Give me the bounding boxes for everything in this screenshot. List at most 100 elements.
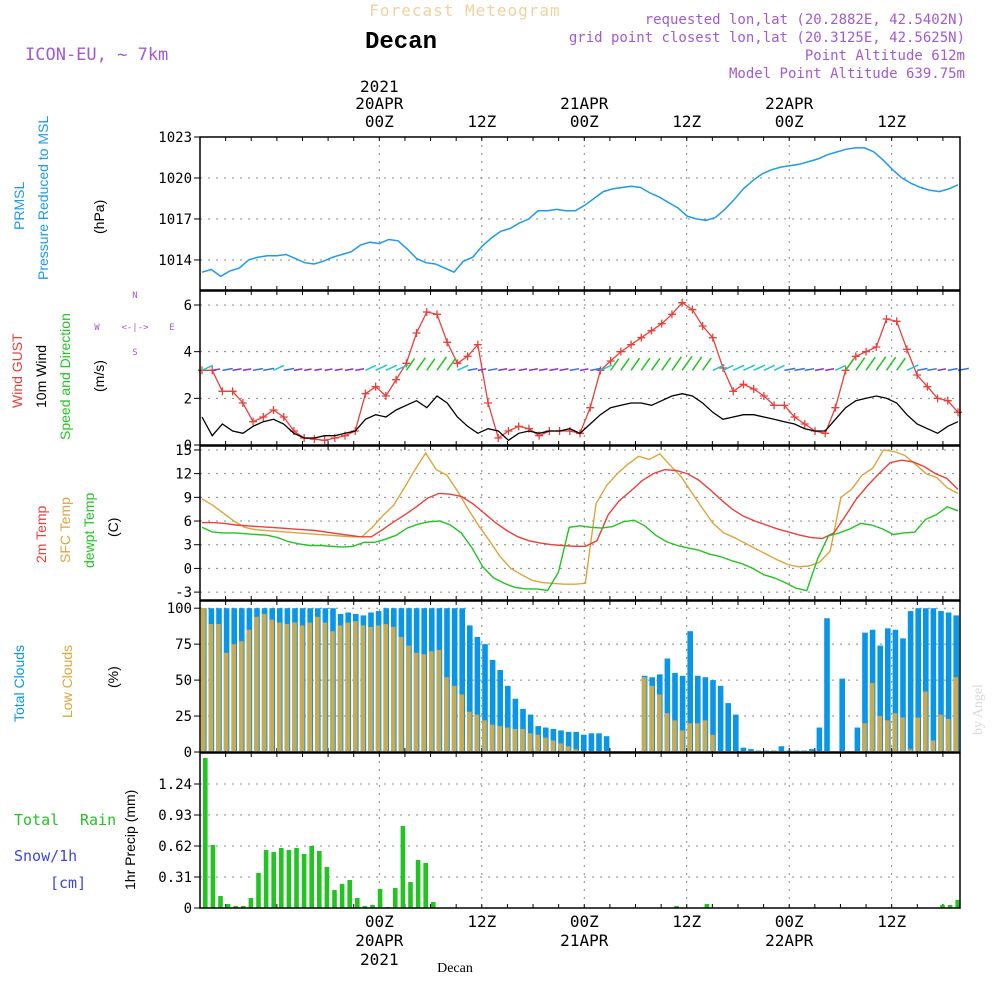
wind-gust-label: Wind GUST	[9, 333, 25, 408]
rain-bar	[400, 826, 406, 908]
y-tick-label: 0.62	[158, 839, 192, 855]
gust-marker	[443, 338, 452, 347]
wind-direction-arrow	[610, 358, 620, 371]
total-cloud-bar	[778, 746, 785, 751]
low-cloud-bar	[915, 717, 920, 751]
rain-bar	[393, 888, 398, 908]
rain-bar	[317, 851, 322, 908]
total-cloud-bar	[573, 731, 579, 751]
total-cloud-bar	[451, 608, 458, 751]
low-cloud-bar	[664, 713, 670, 751]
y-tick-label: 75	[175, 637, 192, 653]
wind-direction-arrow	[508, 368, 516, 372]
rain-label-rain: Rain	[80, 811, 116, 829]
footer-location: Decan	[437, 961, 473, 976]
bottom-hour-label: 00Z	[570, 912, 599, 931]
precip-unit: 1hr Precip (mm)	[122, 790, 138, 890]
y-tick-label: 3	[184, 538, 192, 554]
gust-marker	[381, 392, 390, 400]
low-cloud-bar	[907, 749, 913, 751]
wind-direction-arrow	[375, 364, 388, 372]
wind-direction-arrow	[804, 367, 815, 372]
gust-marker	[432, 310, 441, 319]
low-cloud-bar	[360, 625, 366, 751]
grid-coords: grid point closest lon,lat (20.3125E, 42…	[569, 30, 965, 46]
low-cloud-bar	[679, 730, 685, 751]
wind-direction-arrow	[395, 363, 409, 372]
wind-direction-arrow	[355, 368, 365, 372]
wind-direction-arrow	[630, 357, 641, 371]
total-cloud-bar	[459, 608, 465, 751]
gust-marker	[371, 382, 380, 391]
gust-marker	[688, 305, 697, 314]
total-cloud-bar	[923, 608, 929, 751]
temp-2m-line	[202, 459, 959, 547]
wind-direction-arrow	[947, 367, 958, 372]
low-cloud-bar	[953, 677, 958, 751]
requested-coords: requested lon,lat (20.2882E, 42.5402N)	[645, 12, 965, 28]
top-date-label: 21APR	[560, 94, 609, 113]
total-cloud-bar	[588, 733, 595, 751]
pressure-label-full: Pressure Reduced to MSL	[35, 116, 51, 280]
point-altitude: Point Altitude 612m	[805, 48, 965, 64]
rain-bar	[256, 873, 261, 908]
wind-direction-arrow	[405, 358, 416, 371]
total-cloud-bar	[474, 636, 481, 751]
wind-direction-arrow	[263, 367, 275, 372]
wind-direction-arrow	[896, 357, 906, 371]
gust-marker	[596, 366, 605, 375]
low-cloud-bar	[885, 720, 890, 751]
gust-marker	[943, 396, 952, 405]
low-cloud-bar	[299, 625, 305, 751]
y-tick-label: 1014	[158, 253, 192, 269]
rain-bar	[955, 900, 960, 908]
wind-direction-arrow	[324, 368, 333, 372]
low-cloud-bar	[277, 622, 282, 751]
compass-n: N	[132, 291, 137, 301]
bottom-hour-label: 12Z	[467, 912, 496, 931]
rain-bar	[210, 845, 216, 908]
rain-bar	[248, 898, 254, 908]
low-cloud-bar	[216, 624, 221, 751]
top-date-label: 20APR	[355, 94, 404, 113]
wind-direction-arrow	[477, 368, 487, 372]
wind-direction-arrow	[814, 368, 824, 372]
rain-bar	[332, 890, 337, 908]
low-cloud-bar	[938, 714, 943, 751]
rain-bar	[355, 898, 360, 908]
top-hour-label: 12Z	[877, 112, 906, 131]
gust-marker	[913, 371, 922, 379]
pressure-panel: 1014 1017 1020 1023	[158, 130, 961, 291]
wind-10m-label: 10m Wind	[33, 345, 49, 408]
gust-marker	[310, 435, 319, 444]
wind-direction-arrow	[691, 356, 703, 371]
top-hour-label: 12Z	[467, 112, 496, 131]
y-tick-label: 1.24	[158, 777, 192, 793]
cloud-unit: (%)	[105, 666, 121, 688]
y-tick-label: 25	[175, 709, 192, 725]
gust-marker	[259, 413, 268, 421]
pressure-unit: (hPa)	[91, 200, 107, 234]
low-cloud-bar	[459, 694, 464, 751]
y-tick-label: 50	[175, 673, 192, 689]
wind-direction-arrow	[293, 368, 303, 372]
y-tick-label: 9	[184, 490, 192, 506]
wind-direction-arrow	[784, 367, 796, 372]
low-cloud-bar	[353, 621, 358, 751]
low-cloud-bar	[695, 723, 700, 751]
compass-s: S	[132, 348, 137, 358]
total-cloud-bar	[695, 675, 701, 751]
gust-marker	[269, 406, 278, 414]
gust-marker	[667, 310, 676, 319]
rain-bar	[377, 889, 383, 908]
low-cloud-bar	[337, 625, 343, 751]
low-cloud-bar	[710, 734, 715, 751]
temperature-panel: -3 0 3 6 9 12 15	[175, 443, 961, 601]
wind-direction-arrow	[732, 364, 745, 372]
y-tick-label: 1017	[158, 212, 192, 228]
low-cloud-bar	[527, 733, 533, 751]
low-cloud-bar	[945, 718, 951, 751]
top-date-label: 22APR	[765, 94, 814, 113]
gust-marker	[749, 385, 758, 393]
